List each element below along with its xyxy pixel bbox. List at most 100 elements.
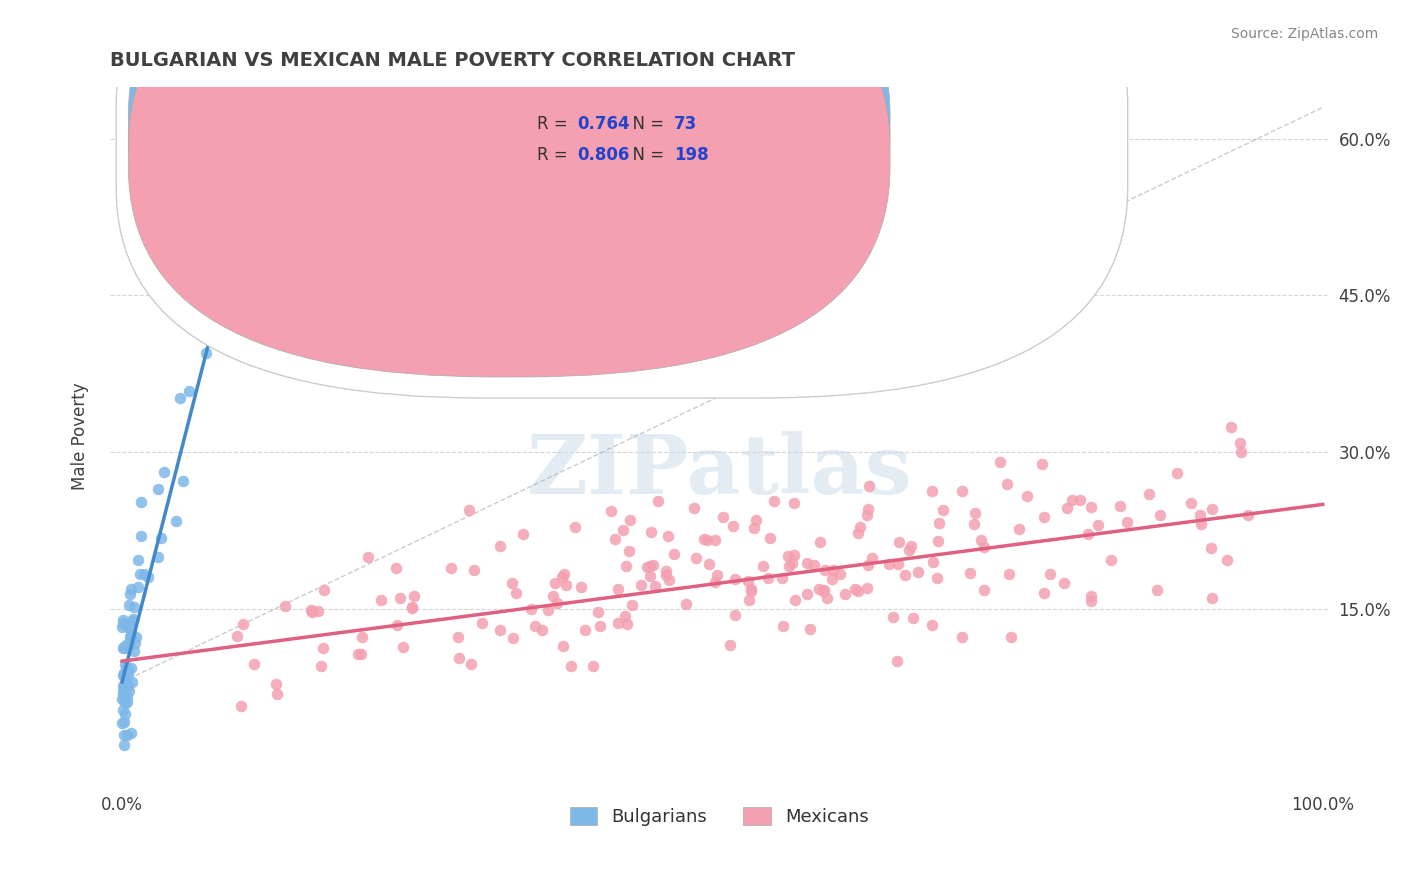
Point bbox=[553, 640, 575, 654]
Point bbox=[501, 576, 523, 591]
Point bbox=[856, 581, 879, 595]
Point bbox=[440, 561, 463, 575]
Point bbox=[1216, 552, 1239, 566]
Point bbox=[127, 580, 149, 594]
Point bbox=[118, 587, 141, 601]
Point bbox=[886, 654, 908, 668]
Point bbox=[779, 558, 801, 573]
Point bbox=[1008, 522, 1031, 536]
Point bbox=[1189, 508, 1212, 522]
Point bbox=[350, 630, 373, 644]
Point bbox=[117, 679, 139, 693]
Point bbox=[894, 568, 917, 582]
Point bbox=[122, 643, 145, 657]
Point bbox=[1080, 589, 1102, 603]
Point bbox=[995, 476, 1018, 491]
FancyBboxPatch shape bbox=[128, 0, 890, 345]
Point bbox=[776, 549, 799, 563]
Point bbox=[115, 619, 138, 633]
Point bbox=[117, 690, 139, 705]
Point bbox=[959, 566, 981, 580]
Point bbox=[582, 659, 605, 673]
Point bbox=[114, 696, 136, 710]
Point bbox=[111, 613, 134, 627]
Point bbox=[524, 619, 547, 633]
Point bbox=[112, 669, 135, 683]
Point bbox=[112, 728, 135, 742]
Point bbox=[1000, 630, 1022, 644]
Point bbox=[544, 575, 567, 590]
Point bbox=[117, 661, 139, 675]
Point bbox=[112, 665, 135, 680]
Point bbox=[117, 663, 139, 677]
Point bbox=[860, 551, 883, 566]
Point bbox=[215, 218, 238, 232]
Point bbox=[877, 558, 900, 572]
Point bbox=[299, 603, 322, 617]
Point bbox=[932, 503, 955, 517]
Point bbox=[950, 630, 973, 644]
Point bbox=[128, 553, 150, 567]
Point bbox=[471, 616, 494, 631]
Point bbox=[309, 658, 332, 673]
Point bbox=[834, 587, 856, 601]
Point bbox=[111, 641, 134, 656]
Point bbox=[973, 583, 995, 598]
Point bbox=[600, 503, 623, 517]
Point bbox=[1137, 487, 1160, 501]
Point bbox=[266, 687, 288, 701]
Point bbox=[129, 529, 152, 543]
Point bbox=[574, 623, 596, 637]
Point bbox=[117, 667, 139, 681]
Point bbox=[1180, 495, 1202, 509]
Point bbox=[489, 624, 512, 638]
Point bbox=[655, 565, 678, 579]
Point bbox=[998, 566, 1021, 581]
Point bbox=[115, 638, 138, 652]
Point bbox=[150, 531, 173, 545]
Point bbox=[546, 596, 568, 610]
Point bbox=[742, 521, 765, 535]
Point bbox=[762, 494, 785, 508]
Point bbox=[815, 591, 838, 605]
Point bbox=[129, 495, 152, 509]
Point bbox=[783, 548, 806, 562]
Point bbox=[122, 600, 145, 615]
Point bbox=[520, 602, 543, 616]
Point bbox=[226, 629, 249, 643]
Point bbox=[1087, 518, 1109, 533]
Point bbox=[114, 657, 136, 672]
Text: 0.806: 0.806 bbox=[576, 146, 630, 164]
Point bbox=[128, 567, 150, 582]
Point bbox=[950, 484, 973, 499]
Point bbox=[550, 569, 572, 583]
Point bbox=[621, 599, 644, 613]
Point bbox=[619, 544, 641, 558]
Point bbox=[855, 508, 877, 522]
Point bbox=[808, 582, 831, 596]
Point bbox=[112, 687, 135, 701]
Point bbox=[1077, 527, 1099, 541]
Point bbox=[111, 685, 134, 699]
Point bbox=[638, 568, 661, 582]
Point bbox=[658, 574, 681, 588]
Point bbox=[856, 558, 879, 573]
Point bbox=[640, 558, 662, 573]
Point bbox=[783, 496, 806, 510]
Point bbox=[512, 526, 534, 541]
Point bbox=[115, 660, 138, 674]
Point bbox=[1053, 575, 1076, 590]
Point bbox=[111, 668, 134, 682]
Point bbox=[1199, 541, 1222, 555]
Point bbox=[1069, 492, 1091, 507]
Point bbox=[118, 683, 141, 698]
Text: 73: 73 bbox=[675, 114, 697, 133]
Point bbox=[898, 543, 921, 558]
Point bbox=[724, 572, 747, 586]
Point bbox=[388, 591, 411, 605]
Point bbox=[114, 738, 136, 752]
Point bbox=[655, 567, 678, 582]
Point bbox=[844, 582, 866, 596]
Point bbox=[640, 524, 662, 539]
Point bbox=[146, 482, 169, 496]
